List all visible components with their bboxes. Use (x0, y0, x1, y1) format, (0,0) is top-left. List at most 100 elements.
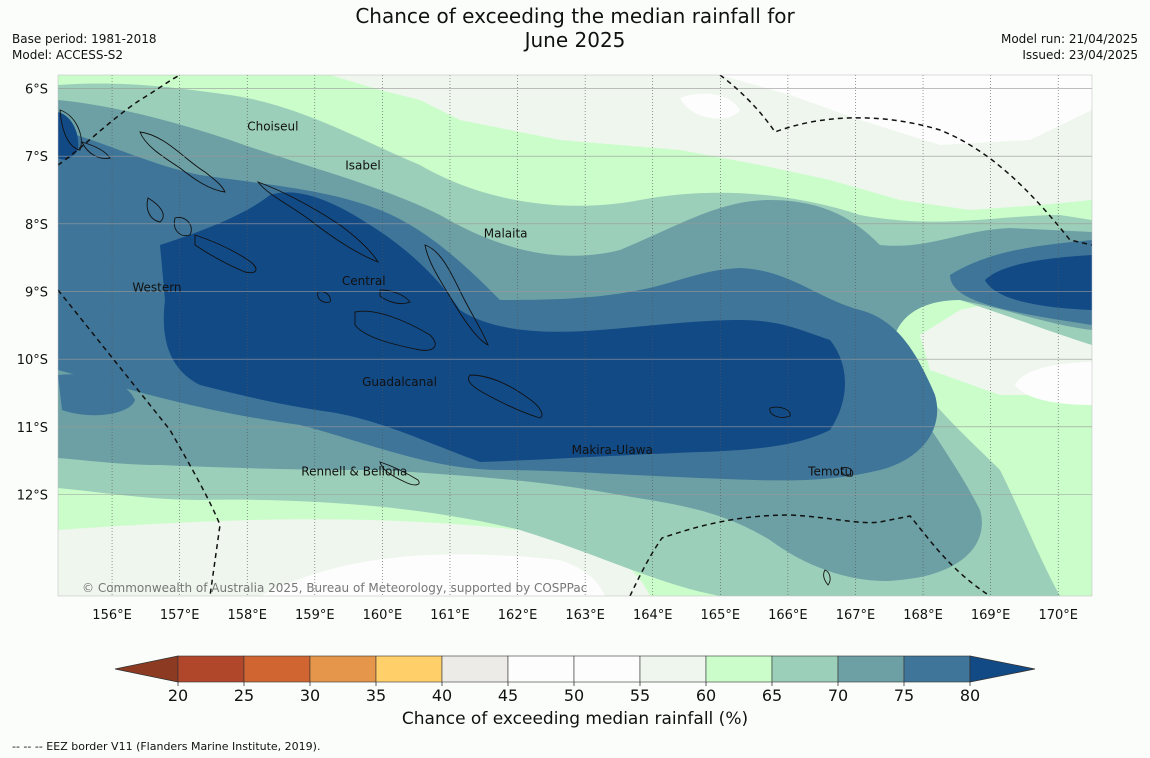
latitude-tick-label: 8°S (25, 218, 48, 233)
longitude-tick-label: 158°E (227, 608, 267, 623)
legend-bin (771, 655, 839, 683)
title-line-1: Chance of exceeding the median rainfall … (355, 4, 795, 28)
model-name: Model: ACCESS-S2 (12, 48, 124, 62)
latitude-tick-label: 10°S (17, 353, 48, 368)
longitude-tick-label: 164°E (633, 608, 673, 623)
place-labels: Choiseul Isabel Malaita Central Western Guada… (132, 119, 852, 478)
shortland-island (81, 141, 111, 159)
temotu-island (841, 467, 854, 477)
latitude-tick-label: 12°S (17, 489, 48, 504)
nggela-island (317, 291, 331, 303)
longitude-tick-label: 170°E (1038, 608, 1078, 623)
meta-left: Base period: 1981-2018 Model: ACCESS-S2 (12, 31, 157, 63)
legend-tick-label: 70 (828, 686, 848, 705)
eez-border-north-west (58, 75, 181, 166)
latitude-labels: 6°S 7°S 8°S 9°S 10°S 11°S 12°S (17, 83, 48, 504)
legend-tick-label: 75 (894, 686, 914, 705)
place-label: Choiseul (247, 119, 298, 133)
place-label: Isabel (345, 159, 380, 173)
band-80-plus (160, 192, 845, 462)
place-label: Rennell & Bellona (301, 465, 407, 479)
rennell-island (379, 461, 420, 486)
band-80-plus-east (985, 255, 1092, 310)
legend-tick-label: 55 (630, 686, 650, 705)
longitude-tick-label: 169°E (971, 608, 1011, 623)
band-75-80-west (58, 374, 135, 416)
legend-tick-label: 45 (498, 686, 518, 705)
band-50-55-south (260, 554, 605, 596)
legend-tick-label: 20 (168, 686, 188, 705)
place-label: Western (132, 281, 181, 295)
guadalcanal-island (354, 310, 436, 351)
bougainville-island (59, 109, 82, 151)
graticule (58, 75, 1092, 596)
legend-bin (177, 655, 245, 683)
vella-lavella-island (146, 197, 164, 223)
place-label: Makira-Ulawa (572, 443, 653, 457)
legend-tick-label: 40 (432, 686, 452, 705)
legend-bin (309, 655, 377, 683)
legend-low-arrow (114, 655, 179, 683)
legend-tick-label: 80 (960, 686, 980, 705)
longitude-tick-label: 166°E (768, 608, 808, 623)
band-50-55-east (1015, 362, 1092, 405)
model-run: Model run: 21/04/2025 (1000, 32, 1138, 46)
santa-cruz-island (769, 406, 791, 418)
longitude-tick-label: 163°E (565, 608, 605, 623)
issued-date: Issued: 23/04/2025 (1022, 48, 1138, 62)
band-50-55-north (720, 75, 1092, 145)
legend-tick-label: 35 (366, 686, 386, 705)
legend-bin (837, 655, 905, 683)
longitude-labels: 156°E 157°E 158°E 159°E 160°E 161°E 162°E 163°E… (92, 608, 1078, 623)
band-50-55-patch (680, 93, 740, 119)
longitude-tick-label: 160°E (363, 608, 403, 623)
longitude-tick-label: 165°E (701, 608, 741, 623)
place-label: Malaita (484, 226, 528, 240)
rainfall-contours (58, 75, 1092, 596)
longitude-tick-label: 161°E (430, 608, 470, 623)
map-title: Chance of exceeding the median rainfall … (0, 4, 1150, 52)
latitude-tick-label: 11°S (17, 421, 48, 436)
eez-border-west (58, 289, 221, 596)
eez-border-north-east (719, 75, 1092, 246)
legend-title: Chance of exceeding median rainfall (%) (401, 709, 749, 729)
legend-high-arrow (969, 655, 1036, 683)
eez-note: -- -- -- EEZ border V11 (Flanders Marine… (12, 740, 321, 753)
makira-island (468, 374, 543, 419)
legend-bin (705, 655, 773, 683)
place-label: Guadalcanal (362, 375, 437, 389)
isabel-island (256, 181, 380, 263)
legend-bin (573, 655, 641, 683)
longitude-tick-label: 157°E (160, 608, 200, 623)
longitude-tick-label: 167°E (836, 608, 876, 623)
meta-right: Model run: 21/04/2025 Issued: 23/04/2025 (1001, 31, 1138, 63)
eez-borders (58, 75, 1092, 596)
longitude-tick-label: 168°E (903, 608, 943, 623)
latitude-tick-label: 7°S (25, 150, 48, 165)
band-80-plus-northwest (58, 112, 79, 160)
torres-island (823, 569, 831, 586)
legend-bin (243, 655, 311, 683)
legend-colorbar: 20 25 30 35 40 45 50 55 60 65 70 75 80 (114, 655, 1036, 705)
longitude-tick-label: 159°E (295, 608, 335, 623)
latitude-tick-label: 6°S (25, 83, 48, 98)
legend-tick-label: 60 (696, 686, 716, 705)
title-line-2: June 2025 (524, 28, 626, 52)
legend-bin (903, 655, 971, 683)
legend-tick-label: 65 (762, 686, 782, 705)
legend-tick-label: 25 (234, 686, 254, 705)
legend-bin (639, 655, 707, 683)
eez-border-south-east (629, 514, 991, 596)
legend-tick-label: 30 (300, 686, 320, 705)
kolombangara-island (173, 217, 192, 237)
place-label: Temotu (807, 465, 852, 479)
legend-bin (507, 655, 575, 683)
new-georgia-island (194, 234, 257, 274)
latitude-tick-label: 9°S (25, 286, 48, 301)
longitude-tick-label: 162°E (498, 608, 538, 623)
copyright-notice: © Commonwealth of Australia 2025, Bureau… (82, 581, 587, 595)
place-label: Central (342, 274, 386, 288)
legend-bin (375, 655, 443, 683)
longitude-tick-label: 156°E (92, 608, 132, 623)
